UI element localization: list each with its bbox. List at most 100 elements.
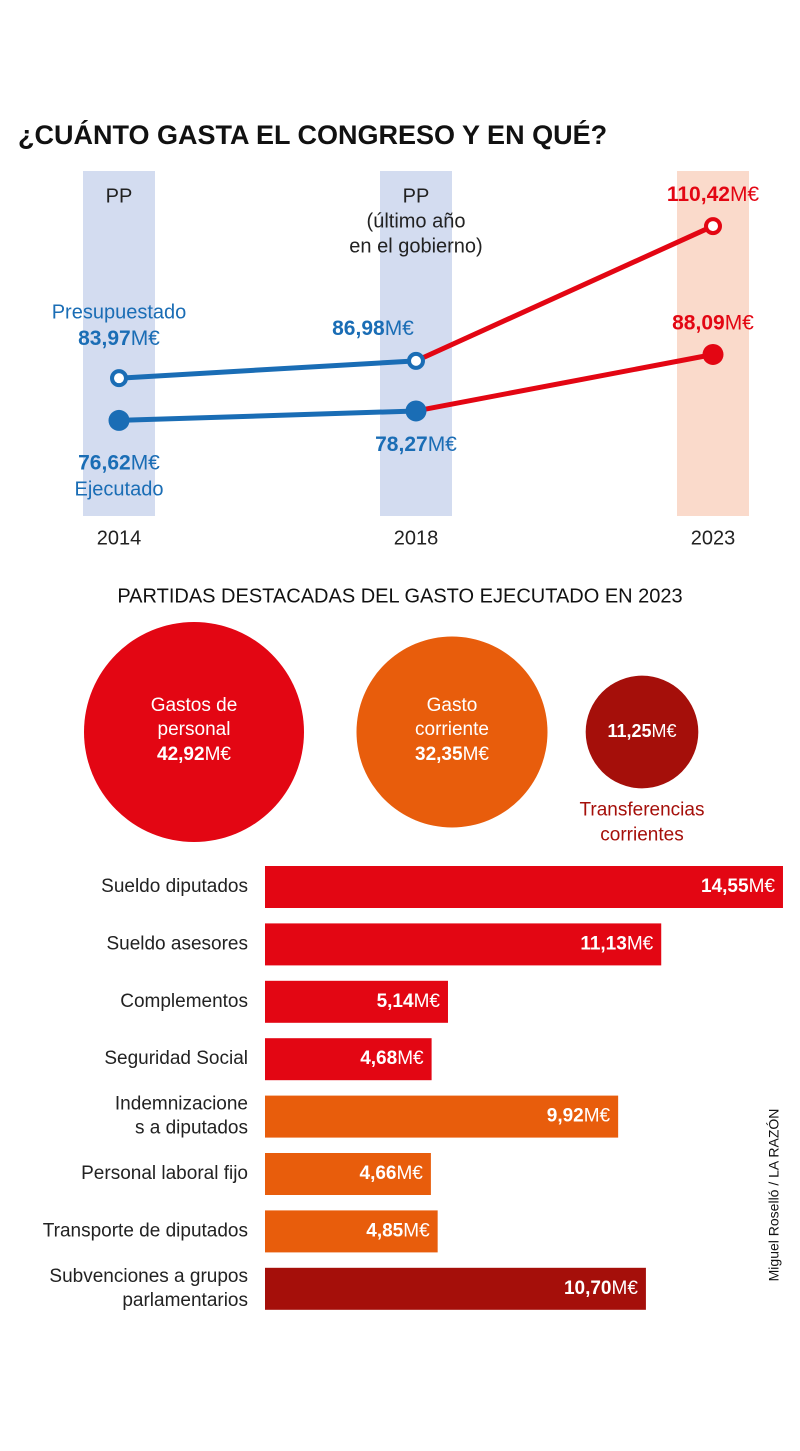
- data-label: 9,92M€: [547, 1106, 611, 1127]
- value-number: 14,55: [701, 876, 749, 897]
- marker: [407, 351, 425, 370]
- value-number: 9,92: [547, 1106, 584, 1127]
- y-tick-label: Seguridad Social: [104, 1048, 248, 1069]
- value-number: 4,66: [360, 1163, 397, 1184]
- bar: [265, 1267, 646, 1310]
- value-unit: M€: [414, 991, 441, 1012]
- marker: [704, 217, 722, 236]
- bar: [265, 866, 783, 908]
- bar: [265, 980, 448, 1023]
- value-unit: M€: [725, 311, 754, 334]
- value-unit: M€: [749, 876, 776, 897]
- bubble-label: Gasto: [427, 695, 478, 716]
- marker: [405, 400, 427, 422]
- value-unit: M€: [397, 1048, 424, 1069]
- y-tick-label: Sueldo asesores: [106, 933, 248, 954]
- data-label: 10,70M€: [564, 1278, 638, 1299]
- series-line: [414, 223, 715, 364]
- value-unit: M€: [385, 316, 414, 339]
- band-label: en el gobierno): [349, 235, 482, 257]
- bubble-value: 42,92M€: [157, 744, 231, 765]
- bar: [265, 1095, 619, 1138]
- bubble: [84, 622, 304, 842]
- value-unit: M€: [730, 183, 759, 206]
- value-unit: M€: [131, 451, 160, 474]
- value-number: 10,70: [564, 1278, 612, 1299]
- series-line: [415, 352, 714, 414]
- value-number: 11,25: [607, 721, 651, 741]
- value-number: 5,14: [377, 991, 414, 1012]
- marker: [110, 369, 128, 388]
- data-label: 14,55M€: [701, 876, 775, 897]
- data-label: 4,66M€: [360, 1163, 424, 1184]
- data-label: 110,42M€: [667, 183, 760, 206]
- data-label: 5,14M€: [377, 991, 441, 1012]
- bubble-label: corrientes: [600, 824, 683, 845]
- value-number: 78,27: [375, 432, 428, 455]
- value-number: 4,68: [360, 1048, 397, 1069]
- value-unit: M€: [131, 327, 160, 350]
- value-number: 110,42: [667, 183, 730, 206]
- y-tick-label: s a diputados: [135, 1118, 248, 1139]
- bubble-value: 32,35M€: [415, 744, 489, 765]
- x-tick-label: 2018: [394, 527, 439, 549]
- bubble-label: Gastos de: [151, 695, 238, 716]
- data-label: 88,09M€: [672, 311, 754, 334]
- marker: [702, 343, 724, 365]
- value-unit: M€: [205, 744, 232, 765]
- bubble-label: Transferencias: [580, 799, 705, 820]
- period-band: [83, 171, 155, 516]
- value-unit: M€: [396, 1163, 423, 1184]
- data-label: 83,97M€: [78, 327, 160, 350]
- value-unit: M€: [652, 721, 677, 741]
- y-tick-label: Indemnizacione: [115, 1094, 248, 1115]
- bubble-value: 11,25M€: [607, 721, 676, 741]
- bar: [265, 1210, 438, 1253]
- value-number: 88,09: [672, 311, 725, 334]
- value-number: 42,92: [157, 744, 205, 765]
- bubble: [585, 675, 699, 789]
- value-unit: M€: [463, 744, 490, 765]
- data-label: 76,62M€: [78, 451, 160, 474]
- y-tick-label: Complementos: [120, 991, 248, 1012]
- y-tick-label: Sueldo diputados: [101, 876, 248, 897]
- y-tick-label: Personal laboral fijo: [81, 1163, 248, 1184]
- series-line: [118, 408, 417, 423]
- value-number: 11,13: [580, 933, 627, 954]
- y-tick-label: parlamentarios: [122, 1290, 248, 1311]
- title: ¿CUÁNTO GASTA EL CONGRESO Y EN QUÉ?: [18, 119, 607, 150]
- x-tick-label: 2023: [691, 527, 736, 549]
- series-line: [118, 358, 417, 381]
- value-unit: M€: [612, 1278, 639, 1299]
- band-label: (último año: [367, 210, 466, 232]
- bubble: [356, 636, 548, 828]
- value-number: 4,85: [366, 1220, 403, 1241]
- value-number: 86,98: [332, 316, 385, 339]
- value-number: 32,35: [415, 744, 463, 765]
- bubble-label: personal: [158, 719, 231, 740]
- data-label: 78,27M€: [375, 432, 457, 455]
- data-label: 86,98M€: [332, 316, 414, 339]
- bar: [265, 923, 662, 966]
- section-title: PARTIDAS DESTACADAS DEL GASTO EJECUTADO …: [117, 585, 682, 607]
- credit: Miguel Roselló / LA RAZÓN: [766, 1109, 782, 1282]
- bar: [265, 1038, 432, 1081]
- bar: [265, 1153, 431, 1195]
- y-tick-label: Subvenciones a grupos: [49, 1266, 248, 1287]
- value-unit: M€: [403, 1220, 430, 1241]
- value-unit: M€: [584, 1106, 611, 1127]
- y-tick-label: Transporte de diputados: [43, 1220, 248, 1241]
- value-number: 76,62: [78, 451, 131, 474]
- legend-label: Presupuestado: [52, 301, 187, 323]
- value-unit: M€: [627, 933, 654, 954]
- value-number: 83,97: [78, 327, 131, 350]
- data-label: 4,68M€: [360, 1048, 424, 1069]
- band-label: PP: [403, 185, 430, 207]
- x-tick-label: 2014: [97, 527, 142, 549]
- marker: [108, 409, 130, 431]
- data-label: 11,13M€: [580, 933, 653, 954]
- period-band: [380, 171, 452, 516]
- value-unit: M€: [428, 432, 457, 455]
- legend-label: Ejecutado: [75, 479, 164, 501]
